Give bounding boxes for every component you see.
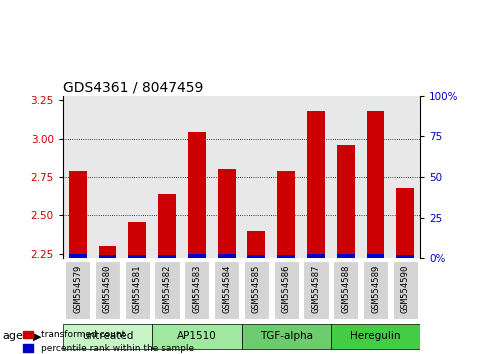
FancyBboxPatch shape	[125, 261, 150, 319]
Text: GSM554586: GSM554586	[282, 265, 291, 313]
Text: GSM554579: GSM554579	[73, 265, 82, 313]
Bar	[247, 255, 265, 258]
Text: GSM554580: GSM554580	[103, 265, 112, 313]
Bar	[158, 194, 176, 258]
Text: Heregulin: Heregulin	[350, 331, 401, 341]
Text: GSM554590: GSM554590	[401, 265, 410, 313]
Bar	[247, 231, 265, 258]
Bar	[277, 255, 295, 258]
FancyBboxPatch shape	[244, 261, 269, 319]
Text: GSM554585: GSM554585	[252, 265, 261, 313]
Text: GSM554584: GSM554584	[222, 265, 231, 313]
Legend: transformed count, percentile rank within the sample: transformed count, percentile rank withi…	[19, 327, 198, 354]
Bar	[99, 246, 116, 258]
FancyBboxPatch shape	[155, 261, 180, 319]
FancyBboxPatch shape	[63, 324, 152, 349]
Text: GSM554581: GSM554581	[133, 265, 142, 313]
Bar	[69, 254, 86, 258]
Text: ▶: ▶	[33, 331, 42, 341]
Text: agent: agent	[2, 331, 35, 341]
Bar	[218, 169, 236, 258]
FancyBboxPatch shape	[214, 261, 239, 319]
Text: untreated: untreated	[82, 331, 133, 341]
FancyBboxPatch shape	[393, 261, 418, 319]
Bar	[337, 254, 355, 258]
FancyBboxPatch shape	[65, 261, 90, 319]
Bar	[367, 254, 384, 258]
Bar	[307, 254, 325, 258]
Bar	[218, 254, 236, 258]
Text: AP1510: AP1510	[177, 331, 217, 341]
FancyBboxPatch shape	[331, 324, 420, 349]
FancyBboxPatch shape	[363, 261, 388, 319]
Bar	[69, 171, 86, 258]
Bar	[188, 132, 206, 258]
Bar	[397, 188, 414, 258]
FancyBboxPatch shape	[273, 261, 299, 319]
Text: GSM554588: GSM554588	[341, 265, 350, 313]
Bar	[99, 255, 116, 258]
FancyBboxPatch shape	[242, 324, 331, 349]
Bar	[128, 255, 146, 258]
Bar	[277, 171, 295, 258]
FancyBboxPatch shape	[152, 324, 242, 349]
Bar	[158, 255, 176, 258]
Text: TGF-alpha: TGF-alpha	[260, 331, 313, 341]
Bar	[188, 254, 206, 258]
Bar	[337, 145, 355, 258]
Text: GSM554589: GSM554589	[371, 265, 380, 313]
Text: GSM554582: GSM554582	[163, 265, 171, 313]
Bar	[367, 111, 384, 258]
Bar	[128, 222, 146, 258]
Bar	[397, 255, 414, 258]
Text: GSM554583: GSM554583	[192, 265, 201, 313]
Bar	[307, 111, 325, 258]
FancyBboxPatch shape	[303, 261, 328, 319]
Text: GDS4361 / 8047459: GDS4361 / 8047459	[63, 80, 203, 95]
FancyBboxPatch shape	[184, 261, 210, 319]
FancyBboxPatch shape	[95, 261, 120, 319]
Text: GSM554587: GSM554587	[312, 265, 320, 313]
FancyBboxPatch shape	[333, 261, 358, 319]
